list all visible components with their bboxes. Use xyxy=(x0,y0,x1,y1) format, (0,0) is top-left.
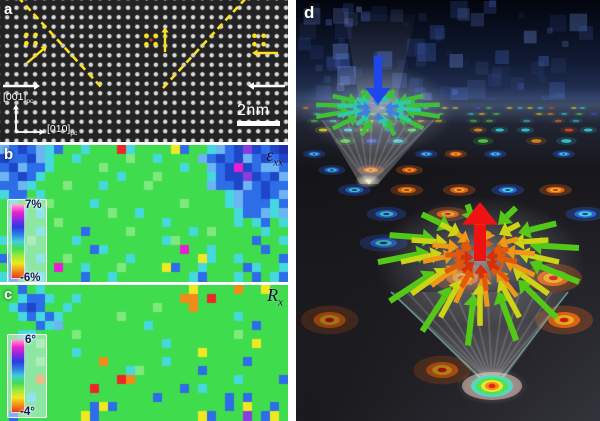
panel-d-3d-render: d xyxy=(296,0,600,421)
scale-bar xyxy=(237,121,280,126)
panel-c-label: c xyxy=(4,286,13,303)
polar-texture-scene xyxy=(296,0,600,421)
strain-symbol: εxx xyxy=(266,145,283,169)
colorbar-max-label: 7% xyxy=(25,199,42,211)
panel-b-label: b xyxy=(4,146,14,163)
axis-label-001: [001]pc xyxy=(3,91,34,106)
panel-a-label: a xyxy=(4,1,13,18)
stem-annotations-overlay xyxy=(3,0,285,135)
colorbar-strain: 7% -6% xyxy=(7,199,47,282)
colorbar-gradient-strip xyxy=(11,204,25,279)
axis-label-010: [010]pc xyxy=(47,123,78,138)
colorbar-min-label: -4° xyxy=(20,406,35,418)
colorbar-gradient-strip xyxy=(11,339,25,413)
panel-a-stem-image: a [001]pc [010]pc 2nm xyxy=(0,0,288,142)
colorbar-max-label: 6° xyxy=(25,334,36,346)
rotation-heatmap xyxy=(0,285,288,421)
panel-b-strain-map: b εxx 7% -6% xyxy=(0,145,288,282)
panel-d-label: d xyxy=(304,3,315,22)
scale-bar-label: 2nm xyxy=(237,102,270,119)
rotation-symbol: Rx xyxy=(267,285,283,309)
panel-c-rotation-map: c Rx 6° -4° xyxy=(0,285,288,421)
strain-heatmap xyxy=(0,145,288,282)
colorbar-rotation: 6° -4° xyxy=(7,334,47,418)
colorbar-min-label: -6% xyxy=(20,272,41,282)
